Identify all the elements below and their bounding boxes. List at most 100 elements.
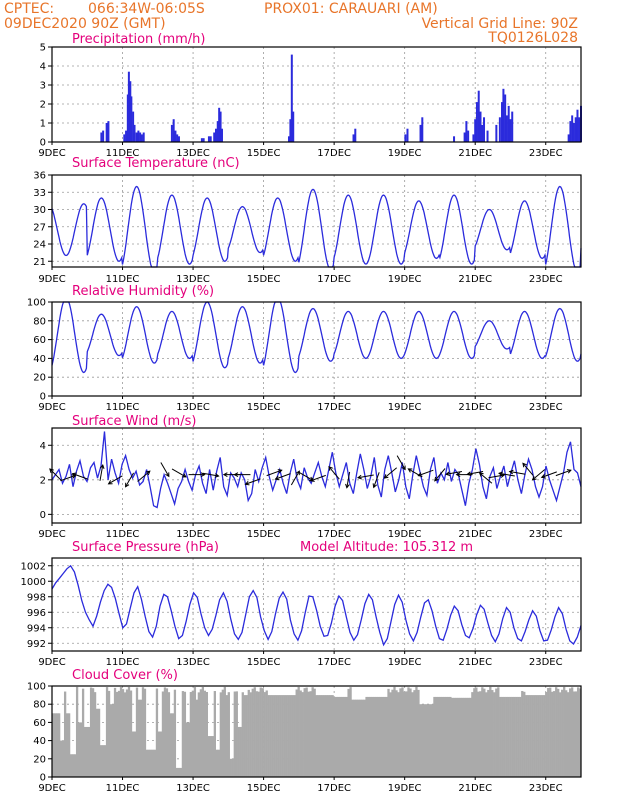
arrow-shaft (357, 474, 374, 479)
cloud-cover-column (125, 689, 129, 777)
cloud-cover-column (173, 689, 177, 777)
arrow-shaft (310, 474, 326, 482)
cloud-cover-column (201, 687, 205, 777)
panel-precip: 0 1 2 3 4 5 9DEC 11DEC 13DEC 15DEC 17DEC 19DEC 21DEC… (38, 32, 582, 159)
wind-title: Surface Wind (m/s) (72, 414, 196, 429)
cloud-cover-column (383, 696, 386, 777)
cloud-cover-column (349, 687, 352, 777)
arrow-shaft (434, 468, 446, 482)
wind-vector-arrow (478, 472, 493, 484)
y-tick-label: 4 (40, 62, 46, 73)
cloud-cover-column (117, 690, 121, 777)
cloud-cover-column (147, 749, 151, 777)
cloud-cover-column (541, 695, 544, 777)
y-tick-label: 0 (40, 510, 46, 521)
wind-vector-arrow (60, 474, 77, 482)
x-tick-label: 19DEC (388, 529, 422, 540)
cloud-cover-column (491, 690, 494, 777)
cloud-cover-column (283, 695, 286, 777)
arrow-shaft (555, 469, 572, 477)
cloud-cover-column (181, 691, 185, 777)
cloud-cover-column (163, 687, 167, 777)
precip-bar (129, 81, 132, 142)
x-tick-label: 15DEC (247, 529, 281, 540)
x-tick-label: 13DEC (176, 148, 210, 159)
arrow-head (356, 474, 362, 480)
precip-bar (419, 124, 422, 142)
precip-title: Precipitation (mm/h) (72, 32, 205, 47)
y-tick-label: 1002 (21, 561, 46, 572)
cloud-cover-column (467, 697, 470, 777)
wind-vector-arrow (540, 471, 557, 479)
y-tick-label: 994 (27, 623, 46, 634)
cloud-cover-column (471, 692, 474, 777)
precip-bar (126, 94, 129, 142)
x-tick-label: 21DEC (458, 402, 492, 413)
wind-vector-arrow (309, 474, 326, 482)
cloud-cover-column (477, 691, 480, 777)
cloud-cover-column (519, 696, 522, 777)
cloud-cover-column (441, 696, 444, 777)
precip-bar (572, 123, 575, 142)
precip-bar (216, 121, 219, 142)
arrow-head (165, 472, 170, 478)
wind-vector-arrow (396, 455, 406, 471)
cloud-cover-column (351, 699, 354, 777)
y-tick-label: 0 (40, 392, 46, 403)
cloud-cover-column (557, 688, 560, 777)
x-tick-label: 23DEC (529, 783, 563, 794)
cloud-cover-column (543, 695, 546, 777)
cloud-cover-column (171, 713, 175, 777)
cloud-cover-column (309, 691, 312, 777)
cloud-cover-column (205, 692, 209, 777)
wind-vector-arrow (522, 462, 534, 476)
x-tick-label: 9DEC (38, 274, 65, 285)
x-tick-label: 13DEC (176, 783, 210, 794)
cloud-cover-column (139, 699, 143, 777)
cloud-cover-column (341, 696, 344, 777)
precip-bar (481, 124, 484, 142)
y-tick-label: 1 (40, 119, 46, 130)
cloud-cover-column (295, 689, 298, 777)
cloud-cover-column (287, 695, 290, 777)
cloud-cover-column (565, 690, 568, 777)
y-tick-label: 2 (40, 100, 46, 111)
y-tick-label: 40 (33, 354, 46, 365)
cloud-cover-column (71, 754, 75, 777)
header-model-id: TQ0126L028 (487, 30, 578, 46)
y-tick-label: 60 (33, 335, 46, 346)
cloud-cover-column (59, 740, 63, 777)
cloud-cover-column (559, 692, 562, 777)
x-tick-label: 13DEC (176, 274, 210, 285)
cloud-cover-column (567, 692, 570, 777)
precip-bar (421, 117, 424, 142)
cloud-cover-column (97, 708, 101, 777)
precip-bar (102, 130, 105, 142)
cloud-cover-column (323, 695, 326, 777)
y-tick-label: 996 (27, 608, 46, 619)
precip-bar (200, 138, 203, 142)
x-tick-label: 9DEC (38, 657, 65, 668)
cloud-cover-column (227, 692, 230, 777)
x-tick-label: 13DEC (176, 529, 210, 540)
x-tick-label: 23DEC (529, 529, 563, 540)
x-tick-label: 9DEC (38, 148, 65, 159)
x-tick-label: 17DEC (317, 529, 351, 540)
cloud-cover-column (115, 691, 119, 777)
y-tick-label: 40 (33, 736, 46, 747)
cloud-cover-column (363, 699, 366, 777)
temp-series-line (51, 185, 582, 268)
arrow-head (445, 471, 451, 477)
cloud-cover-column (315, 695, 318, 777)
cloud-cover-column (357, 699, 360, 777)
precip-bar (130, 96, 133, 142)
wind-vector-arrow (274, 473, 291, 481)
precip-bar (220, 128, 223, 142)
cloud-cover-column (429, 704, 432, 777)
cloud-cover-column (535, 695, 538, 777)
arrow-shaft (290, 470, 300, 486)
cloud-cover-column (415, 686, 418, 777)
arrow-head (508, 469, 514, 475)
cloud-cover-column (499, 696, 502, 777)
panel-temp: 21 24 27 30 33 36 9DEC 11DEC 13DEC 15DEC 17DEC 19DE… (33, 156, 582, 285)
